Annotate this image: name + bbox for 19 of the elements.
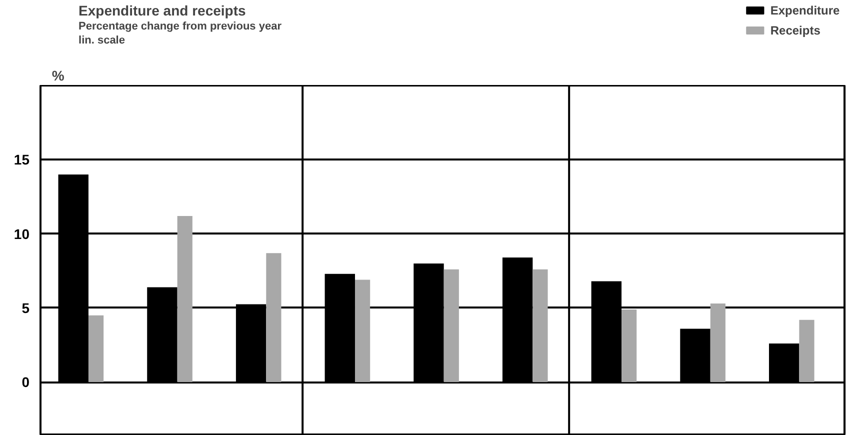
legend-label: Expenditure: [770, 4, 840, 18]
bar: [622, 309, 637, 382]
bar: [799, 320, 814, 382]
bar: [444, 269, 459, 382]
text: lin. scale: [78, 34, 125, 46]
bar: [177, 216, 192, 382]
y-tick-label: 5: [22, 300, 30, 316]
chart-subtitle: Percentage change from previous year: [78, 20, 282, 32]
y-tick-label: 0: [22, 374, 30, 390]
y-tick-label: 15: [14, 152, 30, 168]
bar: [710, 304, 726, 382]
bar: [354, 280, 370, 382]
y-axis-title: %: [52, 68, 65, 84]
bar: [532, 269, 548, 382]
chart-title: Expenditure and receipts: [78, 2, 246, 18]
legend-label: Receipts: [770, 24, 821, 38]
bar: [88, 315, 104, 382]
y-tick-label: 10: [14, 226, 30, 242]
bar: [266, 253, 282, 382]
